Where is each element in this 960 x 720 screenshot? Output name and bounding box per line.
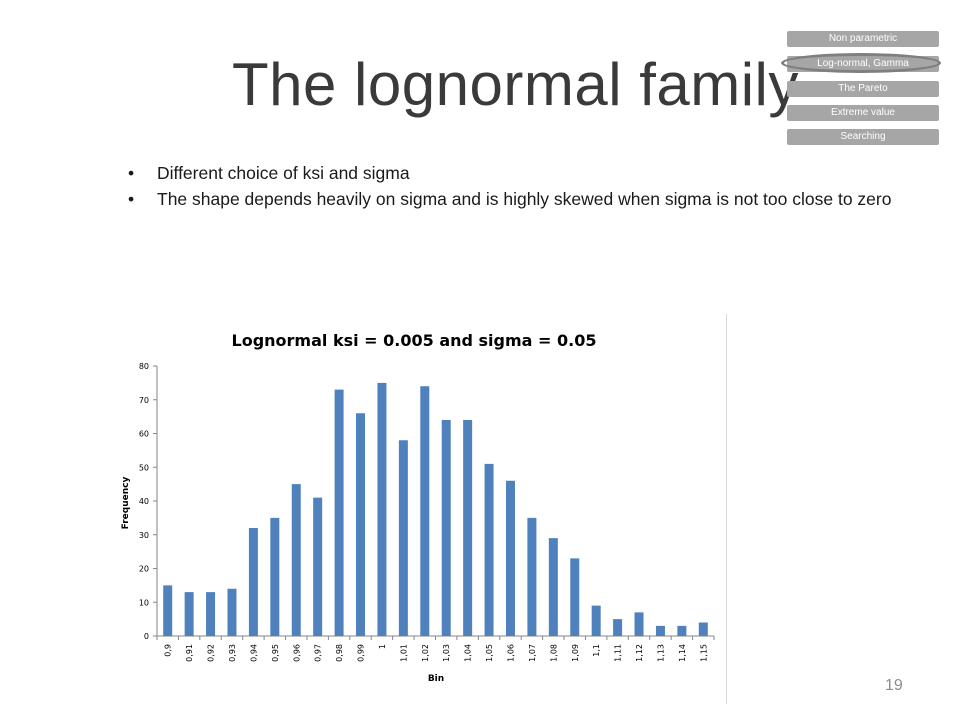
bar-0-94 bbox=[248, 528, 258, 636]
bar-1-1 bbox=[591, 605, 601, 636]
x-tick-label: 1,14 bbox=[678, 644, 687, 662]
bar-0-92 bbox=[206, 592, 216, 636]
bar-0-91 bbox=[184, 592, 194, 636]
y-tick-label: 50 bbox=[139, 463, 149, 472]
x-tick-label: 0,93 bbox=[228, 644, 237, 662]
nav-item-searching[interactable]: Searching bbox=[787, 129, 939, 145]
x-axis-label: Bin bbox=[428, 674, 444, 684]
x-tick-label: 1,07 bbox=[528, 644, 537, 662]
bar-0-99 bbox=[356, 413, 366, 636]
bar-1-06 bbox=[505, 480, 515, 636]
x-tick-label: 0,95 bbox=[271, 644, 280, 662]
bar-1 bbox=[377, 382, 387, 636]
y-tick-label: 20 bbox=[139, 565, 149, 574]
y-axis-label: Frequency bbox=[121, 477, 131, 530]
nav-item-non-parametric[interactable]: Non parametric bbox=[787, 31, 939, 47]
bar-0-98 bbox=[334, 389, 344, 636]
x-tick-label: 0,96 bbox=[292, 644, 301, 662]
bullet-list: Different choice of ksi and sigma The sh… bbox=[128, 160, 908, 212]
y-tick-label: 40 bbox=[139, 497, 149, 506]
nav-item-extreme-value[interactable]: Extreme value bbox=[787, 105, 939, 121]
bar-1-15 bbox=[698, 622, 708, 636]
x-tick-label: 1,09 bbox=[571, 644, 580, 662]
bar-1-11 bbox=[613, 619, 623, 636]
x-tick-label: 0,92 bbox=[207, 644, 216, 662]
x-tick-label: 1,13 bbox=[656, 644, 665, 662]
bar-1-02 bbox=[420, 386, 430, 636]
page-number: 19 bbox=[885, 677, 903, 694]
bar-0-93 bbox=[227, 588, 237, 636]
chart-divider bbox=[726, 314, 727, 704]
histogram-chart: Lognormal ksi = 0.005 and sigma = 0.05 F… bbox=[100, 310, 726, 705]
bar-1-14 bbox=[677, 625, 687, 636]
bar-1-08 bbox=[548, 538, 558, 636]
x-tick-label: 1,08 bbox=[549, 644, 558, 662]
y-tick-label: 70 bbox=[139, 396, 149, 405]
bar-1-03 bbox=[441, 420, 451, 636]
bar-1-12 bbox=[634, 612, 644, 636]
bullet-item: Different choice of ksi and sigma bbox=[128, 160, 908, 186]
x-tick-label: 1,01 bbox=[399, 644, 408, 662]
bar-1-05 bbox=[484, 463, 494, 636]
x-tick-label: 0,9 bbox=[164, 644, 173, 657]
bar-0-96 bbox=[291, 484, 301, 636]
x-tick-label: 1,06 bbox=[506, 644, 515, 662]
bar-0-95 bbox=[270, 517, 280, 636]
nav-item-log-normal-gamma[interactable]: Log-normal, Gamma bbox=[787, 56, 939, 72]
x-tick-label: 1,04 bbox=[464, 644, 473, 662]
x-tick-label: 1,11 bbox=[614, 644, 623, 662]
bar-1-04 bbox=[463, 420, 473, 636]
y-tick-label: 0 bbox=[144, 632, 149, 641]
bar-1-07 bbox=[527, 517, 537, 636]
y-tick-label: 10 bbox=[139, 598, 149, 607]
x-tick-label: 0,94 bbox=[249, 644, 258, 662]
bar-0-9 bbox=[163, 585, 173, 636]
y-tick-label: 30 bbox=[139, 531, 149, 540]
x-tick-label: 0,91 bbox=[185, 644, 194, 662]
x-tick-label: 1,03 bbox=[442, 644, 451, 662]
x-tick-label: 1,12 bbox=[635, 644, 644, 662]
slide-title: The lognormal family bbox=[232, 51, 799, 118]
plot-area: 0 10 20 30 40 50 60 70 80 0,9 0,91 0,92 0,93 0,94 0,95… bbox=[139, 362, 715, 662]
bar-1-01 bbox=[398, 440, 408, 636]
y-tick-label: 60 bbox=[139, 430, 149, 439]
bar-1-13 bbox=[655, 625, 665, 636]
x-tick-label: 1,02 bbox=[421, 644, 430, 662]
x-tick-label: 1 bbox=[378, 644, 387, 649]
bar-0-97 bbox=[313, 497, 323, 636]
x-tick-label: 1,05 bbox=[485, 644, 494, 662]
x-tick-label: 0,99 bbox=[357, 644, 366, 662]
x-tick-label: 0,98 bbox=[335, 644, 344, 662]
x-tick-label: 0,97 bbox=[314, 644, 323, 662]
chart-title: Lognormal ksi = 0.005 and sigma = 0.05 bbox=[232, 331, 597, 350]
y-tick-label: 80 bbox=[139, 362, 149, 371]
chart-svg: Lognormal ksi = 0.005 and sigma = 0.05 F… bbox=[121, 331, 715, 684]
x-tick-label: 1,1 bbox=[592, 644, 601, 657]
nav-item-pareto[interactable]: The Pareto bbox=[787, 81, 939, 97]
bar-1-09 bbox=[570, 558, 580, 636]
bullet-item: The shape depends heavily on sigma and i… bbox=[128, 186, 908, 212]
x-tick-label: 1,15 bbox=[699, 644, 708, 662]
